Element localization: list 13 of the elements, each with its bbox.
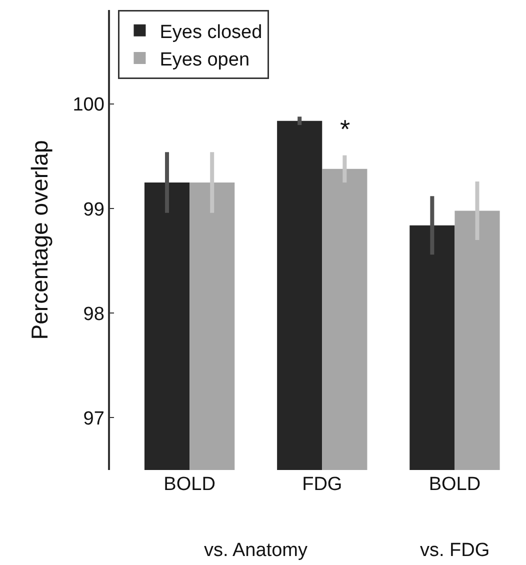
annotation: * bbox=[340, 114, 350, 144]
x-tick-label: FDG bbox=[302, 474, 342, 495]
y-tick-label: 100 bbox=[72, 94, 104, 116]
text: vs. Anatomy bbox=[204, 540, 308, 561]
x-tick-label: BOLD bbox=[164, 474, 216, 495]
y-tick-label: 98 bbox=[83, 304, 104, 325]
legend-label: Eyes closed bbox=[160, 22, 262, 43]
y-tick-label: 97 bbox=[83, 408, 104, 430]
legend-label: Eyes open bbox=[160, 49, 250, 70]
y-tick-label: 99 bbox=[83, 199, 104, 220]
y-axis-title: Percentage overlap bbox=[26, 140, 53, 340]
x-tick-label: BOLD bbox=[428, 474, 481, 495]
text: vs. FDG bbox=[420, 540, 490, 561]
